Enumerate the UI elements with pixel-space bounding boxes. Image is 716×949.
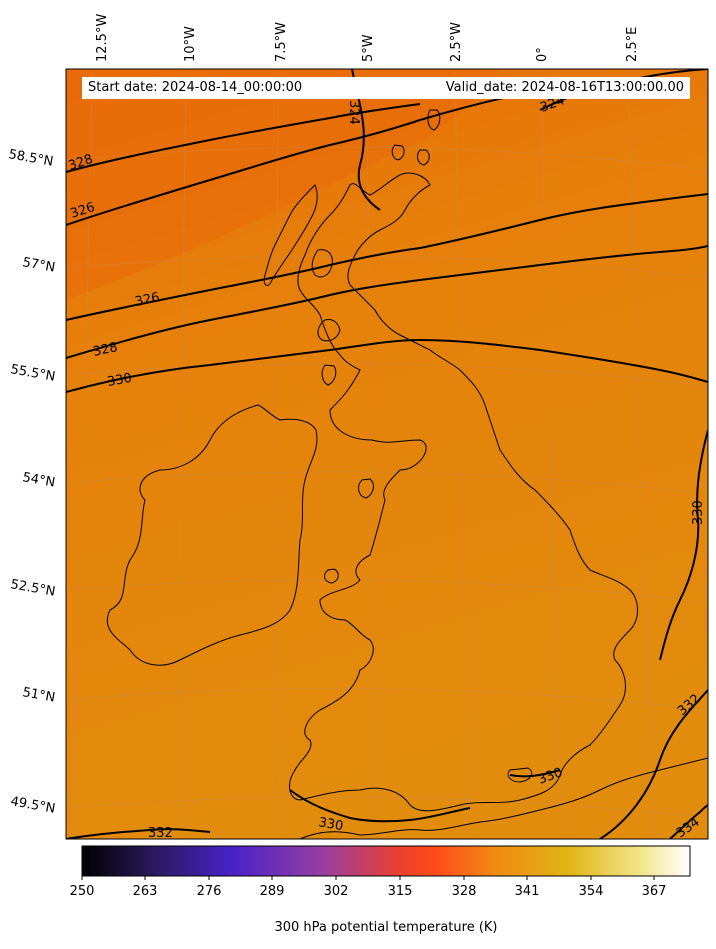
coast-mull (317, 319, 341, 342)
colorbar-ticks (81, 876, 655, 880)
contour-330 (66, 338, 708, 393)
colorbar-label: 300 hPa potential temperature (K) (274, 920, 498, 935)
contour-label: 328 (67, 152, 95, 174)
contour-label: 328 (92, 340, 119, 360)
isotherm-contours (66, 69, 708, 839)
latitude-labels: 58.5°N 57°N 55.5°N 54°N 52.5°N 51°N 49.5… (7, 147, 56, 817)
lat-label: 58.5°N (7, 147, 54, 170)
contour-326-north (66, 89, 541, 226)
coast-ireland (107, 404, 318, 666)
contour-label: 330 (106, 371, 133, 390)
lon-label: 12.5°W (95, 14, 110, 62)
colorbar-tick-label: 367 (641, 884, 667, 899)
lon-label: 2.5°W (449, 22, 464, 62)
coast-great-britain (289, 172, 638, 812)
lat-label: 49.5°N (9, 794, 56, 817)
graticule (66, 69, 708, 839)
lat-label: 55.5°N (9, 362, 56, 385)
colorbar-tick-label: 276 (196, 884, 222, 899)
contour-332 (599, 689, 708, 839)
contour-label: 332 (148, 826, 173, 841)
contour-label: 330 (317, 815, 344, 834)
colorbar-tick-label: 250 (69, 884, 95, 899)
valid-date: Valid_date: 2024-08-16T13:00:00.00 (445, 80, 684, 95)
coast-orkney (391, 144, 430, 166)
contour-label: 326 (134, 290, 161, 310)
lat-label: 54°N (21, 470, 56, 490)
lon-label: 0° (535, 47, 550, 62)
lat-label: 51°N (21, 685, 56, 705)
lat-label: 57°N (21, 255, 56, 275)
map-panel: 328 326 326 328 330 324 324 330 330 332 … (66, 69, 708, 841)
coast-isle-of-wight (507, 767, 533, 783)
coast-isle-of-man (358, 478, 374, 499)
lat-label: 52.5°N (9, 577, 56, 600)
contour-328 (66, 245, 708, 359)
contour-326 (66, 193, 708, 321)
coast-anglesey (324, 568, 339, 584)
date-header: Start date: 2024-08-14_00:00:00 Valid_da… (82, 77, 690, 99)
contour-label: 324 (346, 100, 361, 125)
colorbar-tick-label: 315 (387, 884, 413, 899)
colorbar (81, 845, 691, 877)
coast-outer-hebrides (263, 184, 318, 286)
coast-islay (321, 364, 337, 386)
contour-330-channel (509, 769, 561, 778)
contour-330-south (289, 789, 471, 823)
colorbar-tick-label: 354 (578, 884, 604, 899)
contour-label: 330 (691, 500, 706, 525)
colorbar-tick-label: 341 (514, 884, 540, 899)
colorbar-tick-label: 302 (323, 884, 349, 899)
lon-label: 5°W (361, 34, 376, 62)
contour-labels: 328 326 326 328 330 324 324 330 330 332 … (67, 93, 706, 841)
longitude-labels: 12.5°W 10°W 7.5°W 5°W 2.5°W 0° 2.5°E (95, 14, 640, 62)
colorbar-tick-label: 263 (132, 884, 158, 899)
coast-skye (311, 249, 333, 278)
map-frame (65, 68, 709, 840)
colorbar-tick-label: 289 (259, 884, 285, 899)
contour-label: 326 (69, 200, 97, 222)
cool-region (66, 69, 500, 300)
lon-label: 2.5°E (625, 27, 640, 62)
start-date: Start date: 2024-08-14_00:00:00 (88, 80, 303, 95)
colorbar-tick-label: 328 (451, 884, 477, 899)
lon-label: 7.5°W (274, 22, 289, 62)
contour-328-north (66, 103, 421, 173)
contour-334 (669, 804, 708, 839)
lon-label: 10°W (183, 26, 198, 62)
contour-332-sw (66, 828, 211, 839)
contour-330-east (659, 429, 708, 661)
